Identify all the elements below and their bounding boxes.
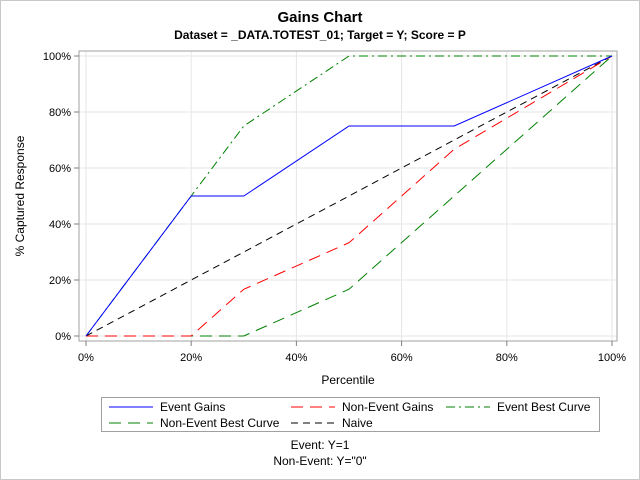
grid-lines xyxy=(79,51,617,341)
y-tick-label: 20% xyxy=(49,275,71,287)
x-tick-label: 60% xyxy=(391,352,413,364)
y-tick-label: 0% xyxy=(55,331,71,343)
x-axis-label: Percentile xyxy=(321,373,375,387)
y-tick-label: 40% xyxy=(49,219,71,231)
chart-title: Gains Chart xyxy=(277,9,363,26)
legend-label: Non-Event Best Curve xyxy=(160,416,280,430)
legend-box xyxy=(101,397,600,432)
legend-label: Non-Event Gains xyxy=(342,400,433,414)
y-tick-label: 80% xyxy=(49,107,71,119)
plot-area xyxy=(78,50,618,342)
x-tick-label: 0% xyxy=(78,352,94,364)
y-tick-label: 60% xyxy=(49,163,71,175)
series-line-event-gains xyxy=(85,55,613,337)
series-line-non-event-gains xyxy=(86,55,613,337)
footnote-event: Event: Y=1 xyxy=(290,438,350,452)
legend-label: Event Gains xyxy=(160,400,225,414)
x-tick-label: 100% xyxy=(598,352,626,364)
legend-label: Naive xyxy=(342,416,373,430)
chart-subtitle: Dataset = _DATA.TOTEST_01; Target = Y; S… xyxy=(174,28,466,42)
footnote-non-event: Non-Event: Y="0" xyxy=(273,454,367,468)
x-tick-label: 80% xyxy=(496,352,518,364)
y-tick-label: 100% xyxy=(43,51,71,63)
x-tick-label: 40% xyxy=(285,352,307,364)
series-lines xyxy=(85,55,613,337)
legend-label: Event Best Curve xyxy=(497,400,591,414)
y-axis-label: % Captured Response xyxy=(13,135,27,256)
legend: Event Gains Non-Event Gains Event Best Cur… xyxy=(109,400,591,430)
axis-ticks: 0% 20% 40% 60% 80% 100% 0% 20% 40% 60% 80% 100% xyxy=(43,51,626,364)
series-line-naive xyxy=(85,55,613,337)
x-tick-label: 20% xyxy=(180,352,202,364)
